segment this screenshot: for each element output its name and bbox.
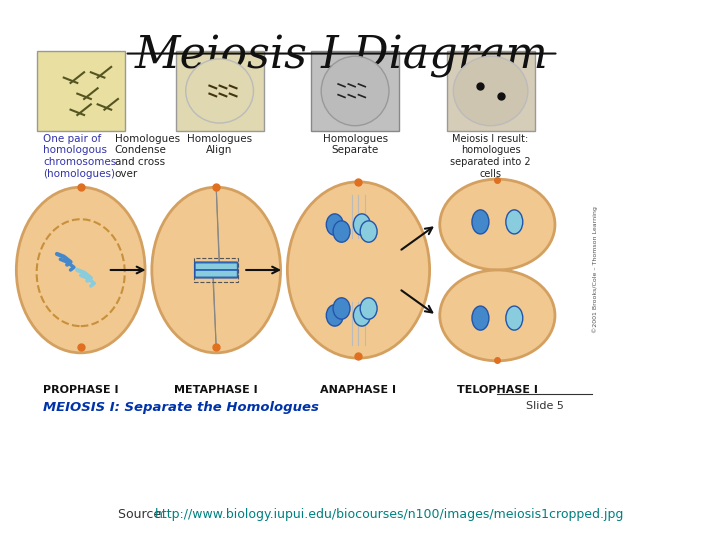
Ellipse shape bbox=[333, 221, 350, 242]
Text: http://www.biology.iupui.edu/biocourses/n100/images/meiosis1cropped.jpg: http://www.biology.iupui.edu/biocourses/… bbox=[156, 508, 624, 521]
Ellipse shape bbox=[326, 214, 343, 235]
FancyBboxPatch shape bbox=[195, 271, 237, 277]
Bar bbox=[446, 51, 535, 131]
Ellipse shape bbox=[152, 187, 281, 353]
Ellipse shape bbox=[360, 298, 377, 319]
Bar bbox=[311, 51, 399, 131]
Text: Source:: Source: bbox=[118, 508, 169, 521]
Ellipse shape bbox=[506, 306, 523, 330]
Bar bbox=[194, 258, 238, 282]
Ellipse shape bbox=[287, 182, 430, 358]
Text: MEIOSIS I: Separate the Homologues: MEIOSIS I: Separate the Homologues bbox=[43, 401, 319, 414]
Text: Homologues
Separate: Homologues Separate bbox=[323, 134, 387, 156]
Ellipse shape bbox=[354, 214, 370, 235]
Bar bbox=[37, 51, 125, 131]
Ellipse shape bbox=[454, 56, 528, 126]
Text: Meiosis I Diagram: Meiosis I Diagram bbox=[135, 35, 549, 78]
FancyBboxPatch shape bbox=[194, 269, 238, 278]
Text: PROPHASE I: PROPHASE I bbox=[43, 385, 119, 395]
Text: Meiosis I result:
homologues
separated into 2
cells: Meiosis I result: homologues separated i… bbox=[450, 134, 531, 179]
Ellipse shape bbox=[472, 306, 489, 330]
Ellipse shape bbox=[333, 298, 350, 319]
FancyBboxPatch shape bbox=[194, 262, 238, 271]
Ellipse shape bbox=[354, 305, 370, 326]
Ellipse shape bbox=[440, 179, 555, 270]
Ellipse shape bbox=[360, 221, 377, 242]
Ellipse shape bbox=[17, 187, 145, 353]
Ellipse shape bbox=[186, 59, 253, 123]
Ellipse shape bbox=[326, 305, 343, 326]
FancyBboxPatch shape bbox=[195, 263, 237, 269]
Text: Homologues
Align: Homologues Align bbox=[187, 134, 252, 156]
Ellipse shape bbox=[440, 270, 555, 361]
Bar bbox=[176, 51, 264, 131]
Ellipse shape bbox=[321, 56, 389, 126]
Ellipse shape bbox=[472, 210, 489, 234]
Text: Slide 5: Slide 5 bbox=[526, 401, 564, 411]
Text: Homologues
Condense
and cross
over: Homologues Condense and cross over bbox=[114, 134, 180, 179]
Text: One pair of
homologous
chromosomes
(homologues): One pair of homologous chromosomes (homo… bbox=[43, 134, 117, 179]
Text: ANAPHASE I: ANAPHASE I bbox=[320, 385, 397, 395]
Text: METAPHASE I: METAPHASE I bbox=[174, 385, 258, 395]
Text: ©2001 Brooks/Cole – Thomson Learning: ©2001 Brooks/Cole – Thomson Learning bbox=[593, 207, 598, 333]
Ellipse shape bbox=[506, 210, 523, 234]
Text: TELOPHASE I: TELOPHASE I bbox=[457, 385, 538, 395]
